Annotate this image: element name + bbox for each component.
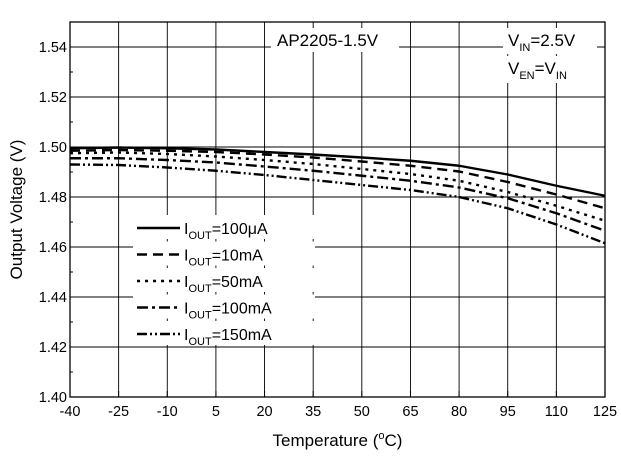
legend-label-rest: =10mA bbox=[212, 248, 263, 265]
x-tick-label: 35 bbox=[305, 404, 321, 420]
ven-sub2: IN bbox=[556, 70, 567, 82]
x-tick-label: 80 bbox=[451, 404, 467, 420]
y-tick-label: 1.40 bbox=[39, 390, 67, 406]
vin-sub: IN bbox=[519, 42, 530, 54]
y-tick-label: 1.42 bbox=[39, 340, 67, 356]
legend-label-1: IOUT=100μA bbox=[184, 221, 268, 242]
y-tick-label: 1.46 bbox=[39, 240, 67, 256]
x-axis-title-sup: o bbox=[378, 430, 384, 442]
legend-label-2: IOUT=10mA bbox=[184, 248, 263, 269]
legend-label-5: IOUT=150mA bbox=[184, 327, 272, 348]
chart-title-background bbox=[271, 28, 399, 52]
legend-label-sub: OUT bbox=[188, 257, 212, 269]
x-tick-label: 95 bbox=[500, 404, 516, 420]
legend-label-3: IOUT=50mA bbox=[184, 274, 263, 295]
series-line-4 bbox=[70, 157, 606, 232]
x-axis-title-tail: C) bbox=[385, 431, 403, 450]
chart-title: AP2205-1.5V bbox=[277, 31, 379, 50]
legend-label-rest: =150mA bbox=[212, 327, 272, 344]
x-axis-title: Temperature (oC) bbox=[273, 430, 403, 450]
x-tick-label: -40 bbox=[60, 404, 81, 420]
axis-ticks: -40 -25 -10 5 20 35 50 65 80 95 110 125 1.40 1.42 1.44… bbox=[39, 40, 617, 420]
legend-label-rest: =50mA bbox=[212, 274, 263, 291]
ven-sub: EN bbox=[519, 70, 534, 82]
y-tick-label: 1.44 bbox=[39, 290, 67, 306]
x-tick-label: 50 bbox=[354, 404, 370, 420]
series-line-2 bbox=[69, 148, 606, 210]
ven-eq: =V bbox=[535, 59, 557, 78]
legend-label-main: I bbox=[184, 327, 188, 344]
ven-annotation: VEN=VIN bbox=[508, 59, 567, 82]
legend-label-sub: OUT bbox=[188, 336, 212, 348]
legend-label-rest: =100mA bbox=[212, 301, 272, 318]
legend-item-background bbox=[133, 241, 315, 266]
series-line-3 bbox=[69, 151, 606, 222]
y-tick-label: 1.50 bbox=[39, 140, 67, 156]
ven-annotation-background bbox=[503, 56, 599, 83]
x-tick-label: 110 bbox=[545, 404, 568, 420]
x-tick-label: 20 bbox=[256, 404, 272, 420]
series-line-1 bbox=[69, 146, 606, 197]
legend-label-rest: =100μA bbox=[212, 221, 268, 238]
vin-annotation: VIN=2.5V bbox=[508, 31, 576, 54]
y-axis-title: Output Voltage (V) bbox=[7, 140, 26, 280]
series-lines bbox=[69, 146, 606, 245]
x-tick-label: 65 bbox=[402, 404, 418, 420]
x-tick-label: 125 bbox=[593, 404, 617, 420]
plot-frame bbox=[69, 21, 606, 398]
legend-label-main: I bbox=[184, 274, 188, 291]
x-tick-label: 5 bbox=[212, 404, 220, 420]
legend-label-4: IOUT=100mA bbox=[184, 301, 272, 322]
legend-label-sub: OUT bbox=[188, 310, 212, 322]
x-tick-label: -25 bbox=[108, 404, 129, 420]
x-tick-label: -10 bbox=[157, 404, 178, 420]
y-tick-label: 1.54 bbox=[39, 40, 67, 56]
legend-label-main: I bbox=[184, 301, 188, 318]
y-tick-label: 1.48 bbox=[39, 190, 67, 206]
legend-label-sub: OUT bbox=[188, 230, 212, 242]
legend-label-sub: OUT bbox=[188, 283, 212, 295]
vin-annotation-background bbox=[503, 28, 597, 54]
legend-label-main: I bbox=[184, 248, 188, 265]
ven-main: V bbox=[508, 59, 520, 78]
vin-rest: =2.5V bbox=[530, 31, 576, 50]
y-tick-label: 1.52 bbox=[39, 90, 67, 106]
x-axis-title-main: Temperature ( bbox=[273, 431, 379, 450]
legend-label-main: I bbox=[184, 221, 188, 238]
vin-main: V bbox=[508, 31, 520, 50]
legend: IOUT=100μAIOUT=10mAIOUT=50mAIOUT=100mAIO… bbox=[133, 215, 315, 348]
